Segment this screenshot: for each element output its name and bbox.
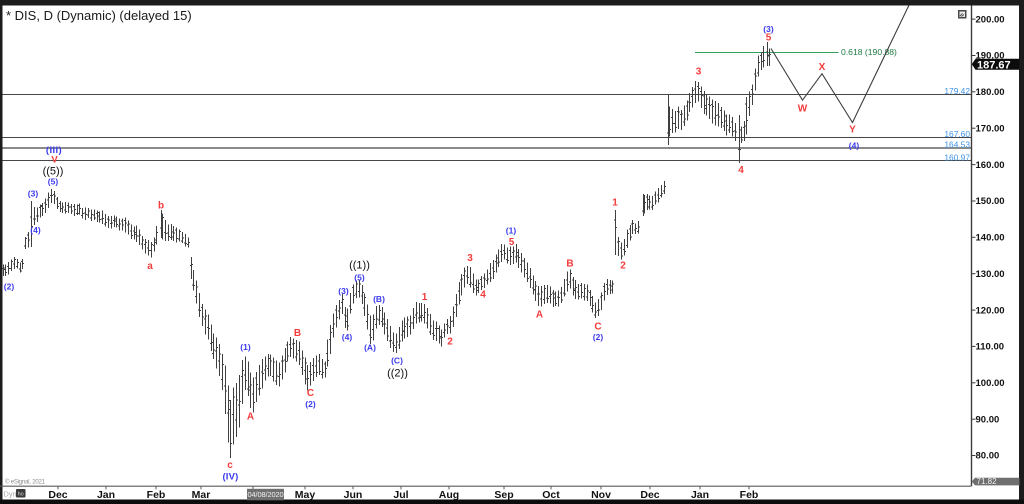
svg-text:(4): (4) <box>342 332 353 342</box>
svg-text:2: 2 <box>447 337 453 348</box>
svg-text:4: 4 <box>738 165 744 176</box>
svg-text:140.00: 140.00 <box>976 233 1005 244</box>
svg-text:A: A <box>536 310 543 321</box>
svg-text:* DIS, D (Dynamic) (delayed 15: * DIS, D (Dynamic) (delayed 15) <box>6 8 192 23</box>
svg-text:b: b <box>158 201 164 212</box>
svg-text:160.97: 160.97 <box>944 153 970 163</box>
svg-text:(B): (B) <box>373 294 385 304</box>
svg-text:160.00: 160.00 <box>976 160 1005 171</box>
svg-text:((2)): ((2)) <box>387 368 408 380</box>
svg-text:(3): (3) <box>338 286 349 296</box>
svg-text:C: C <box>307 388 314 399</box>
svg-text:© eSignal, 2021: © eSignal, 2021 <box>5 479 46 486</box>
svg-text:3: 3 <box>696 67 702 78</box>
svg-text:C: C <box>594 322 601 333</box>
svg-text:(1): (1) <box>240 342 251 352</box>
svg-text:(1): (1) <box>506 226 517 236</box>
svg-text:200.00: 200.00 <box>976 14 1005 25</box>
svg-text:(2): (2) <box>305 399 316 409</box>
svg-text:(4): (4) <box>30 225 41 235</box>
svg-text:Y: Y <box>849 125 856 136</box>
svg-text:a: a <box>147 261 153 272</box>
svg-text:Dec: Dec <box>48 489 67 501</box>
svg-text:B: B <box>294 328 301 339</box>
svg-text:(A): (A) <box>364 343 376 353</box>
svg-text:Dyn: Dyn <box>4 489 17 498</box>
svg-text:190.00: 190.00 <box>976 51 1005 62</box>
svg-text:Aug: Aug <box>439 489 459 501</box>
svg-text:Dec: Dec <box>640 489 659 501</box>
svg-text:2: 2 <box>620 261 626 272</box>
svg-text:Jan: Jan <box>691 489 709 501</box>
svg-text:Jul: Jul <box>393 489 408 501</box>
svg-text:5: 5 <box>766 33 772 44</box>
svg-text:80.00: 80.00 <box>976 451 1000 462</box>
svg-text:Feb: Feb <box>740 489 759 501</box>
svg-text:167.60: 167.60 <box>944 129 970 139</box>
svg-text:Oct: Oct <box>542 489 560 501</box>
svg-text:Feb: Feb <box>147 489 166 501</box>
svg-text:Sep: Sep <box>494 489 513 501</box>
svg-text:90.00: 90.00 <box>976 414 1000 425</box>
svg-text:V: V <box>51 155 58 166</box>
svg-text:164.53: 164.53 <box>944 139 970 149</box>
svg-text:(C): (C) <box>391 356 403 366</box>
svg-text:71.82: 71.82 <box>977 477 998 486</box>
svg-text:130.00: 130.00 <box>976 269 1005 280</box>
svg-text:X: X <box>819 62 826 73</box>
svg-text:179.42: 179.42 <box>944 86 970 96</box>
svg-text:110.00: 110.00 <box>976 342 1005 353</box>
svg-text:170.00: 170.00 <box>976 123 1005 134</box>
svg-text:180.00: 180.00 <box>976 87 1005 98</box>
svg-text:3: 3 <box>467 253 473 264</box>
svg-text:(2): (2) <box>4 282 15 292</box>
svg-text:120.00: 120.00 <box>976 305 1005 316</box>
svg-text:4: 4 <box>480 290 486 301</box>
svg-text:A: A <box>247 412 254 423</box>
svg-text:ho: ho <box>18 492 24 498</box>
svg-text:W: W <box>798 104 808 115</box>
svg-text:(IV): (IV) <box>222 472 238 483</box>
svg-text:(2): (2) <box>593 332 604 342</box>
svg-text:5: 5 <box>509 237 515 248</box>
svg-text:((1)): ((1)) <box>349 260 370 272</box>
svg-text:04/08/2020: 04/08/2020 <box>248 490 284 499</box>
svg-text:(5): (5) <box>354 273 365 283</box>
svg-text:B: B <box>566 259 573 270</box>
svg-text:c: c <box>227 460 233 471</box>
svg-text:1: 1 <box>422 292 428 303</box>
svg-text:150.00: 150.00 <box>976 196 1005 207</box>
svg-text:((5)): ((5)) <box>43 166 64 178</box>
svg-text:Jan: Jan <box>97 489 115 501</box>
svg-text:Nov: Nov <box>591 489 611 501</box>
svg-text:187.67: 187.67 <box>977 59 1011 71</box>
svg-text:May: May <box>295 489 316 501</box>
svg-text:0.618 (190.88): 0.618 (190.88) <box>841 47 897 57</box>
svg-text:1: 1 <box>612 198 618 209</box>
svg-text:Mar: Mar <box>192 489 211 501</box>
svg-text:100.00: 100.00 <box>976 378 1005 389</box>
svg-text:(3): (3) <box>28 189 39 199</box>
svg-text:(III): (III) <box>46 145 62 156</box>
svg-text:(3): (3) <box>763 24 774 34</box>
svg-text:(4): (4) <box>849 141 860 151</box>
svg-text:Jun: Jun <box>344 489 363 501</box>
svg-text:(5): (5) <box>48 177 59 187</box>
